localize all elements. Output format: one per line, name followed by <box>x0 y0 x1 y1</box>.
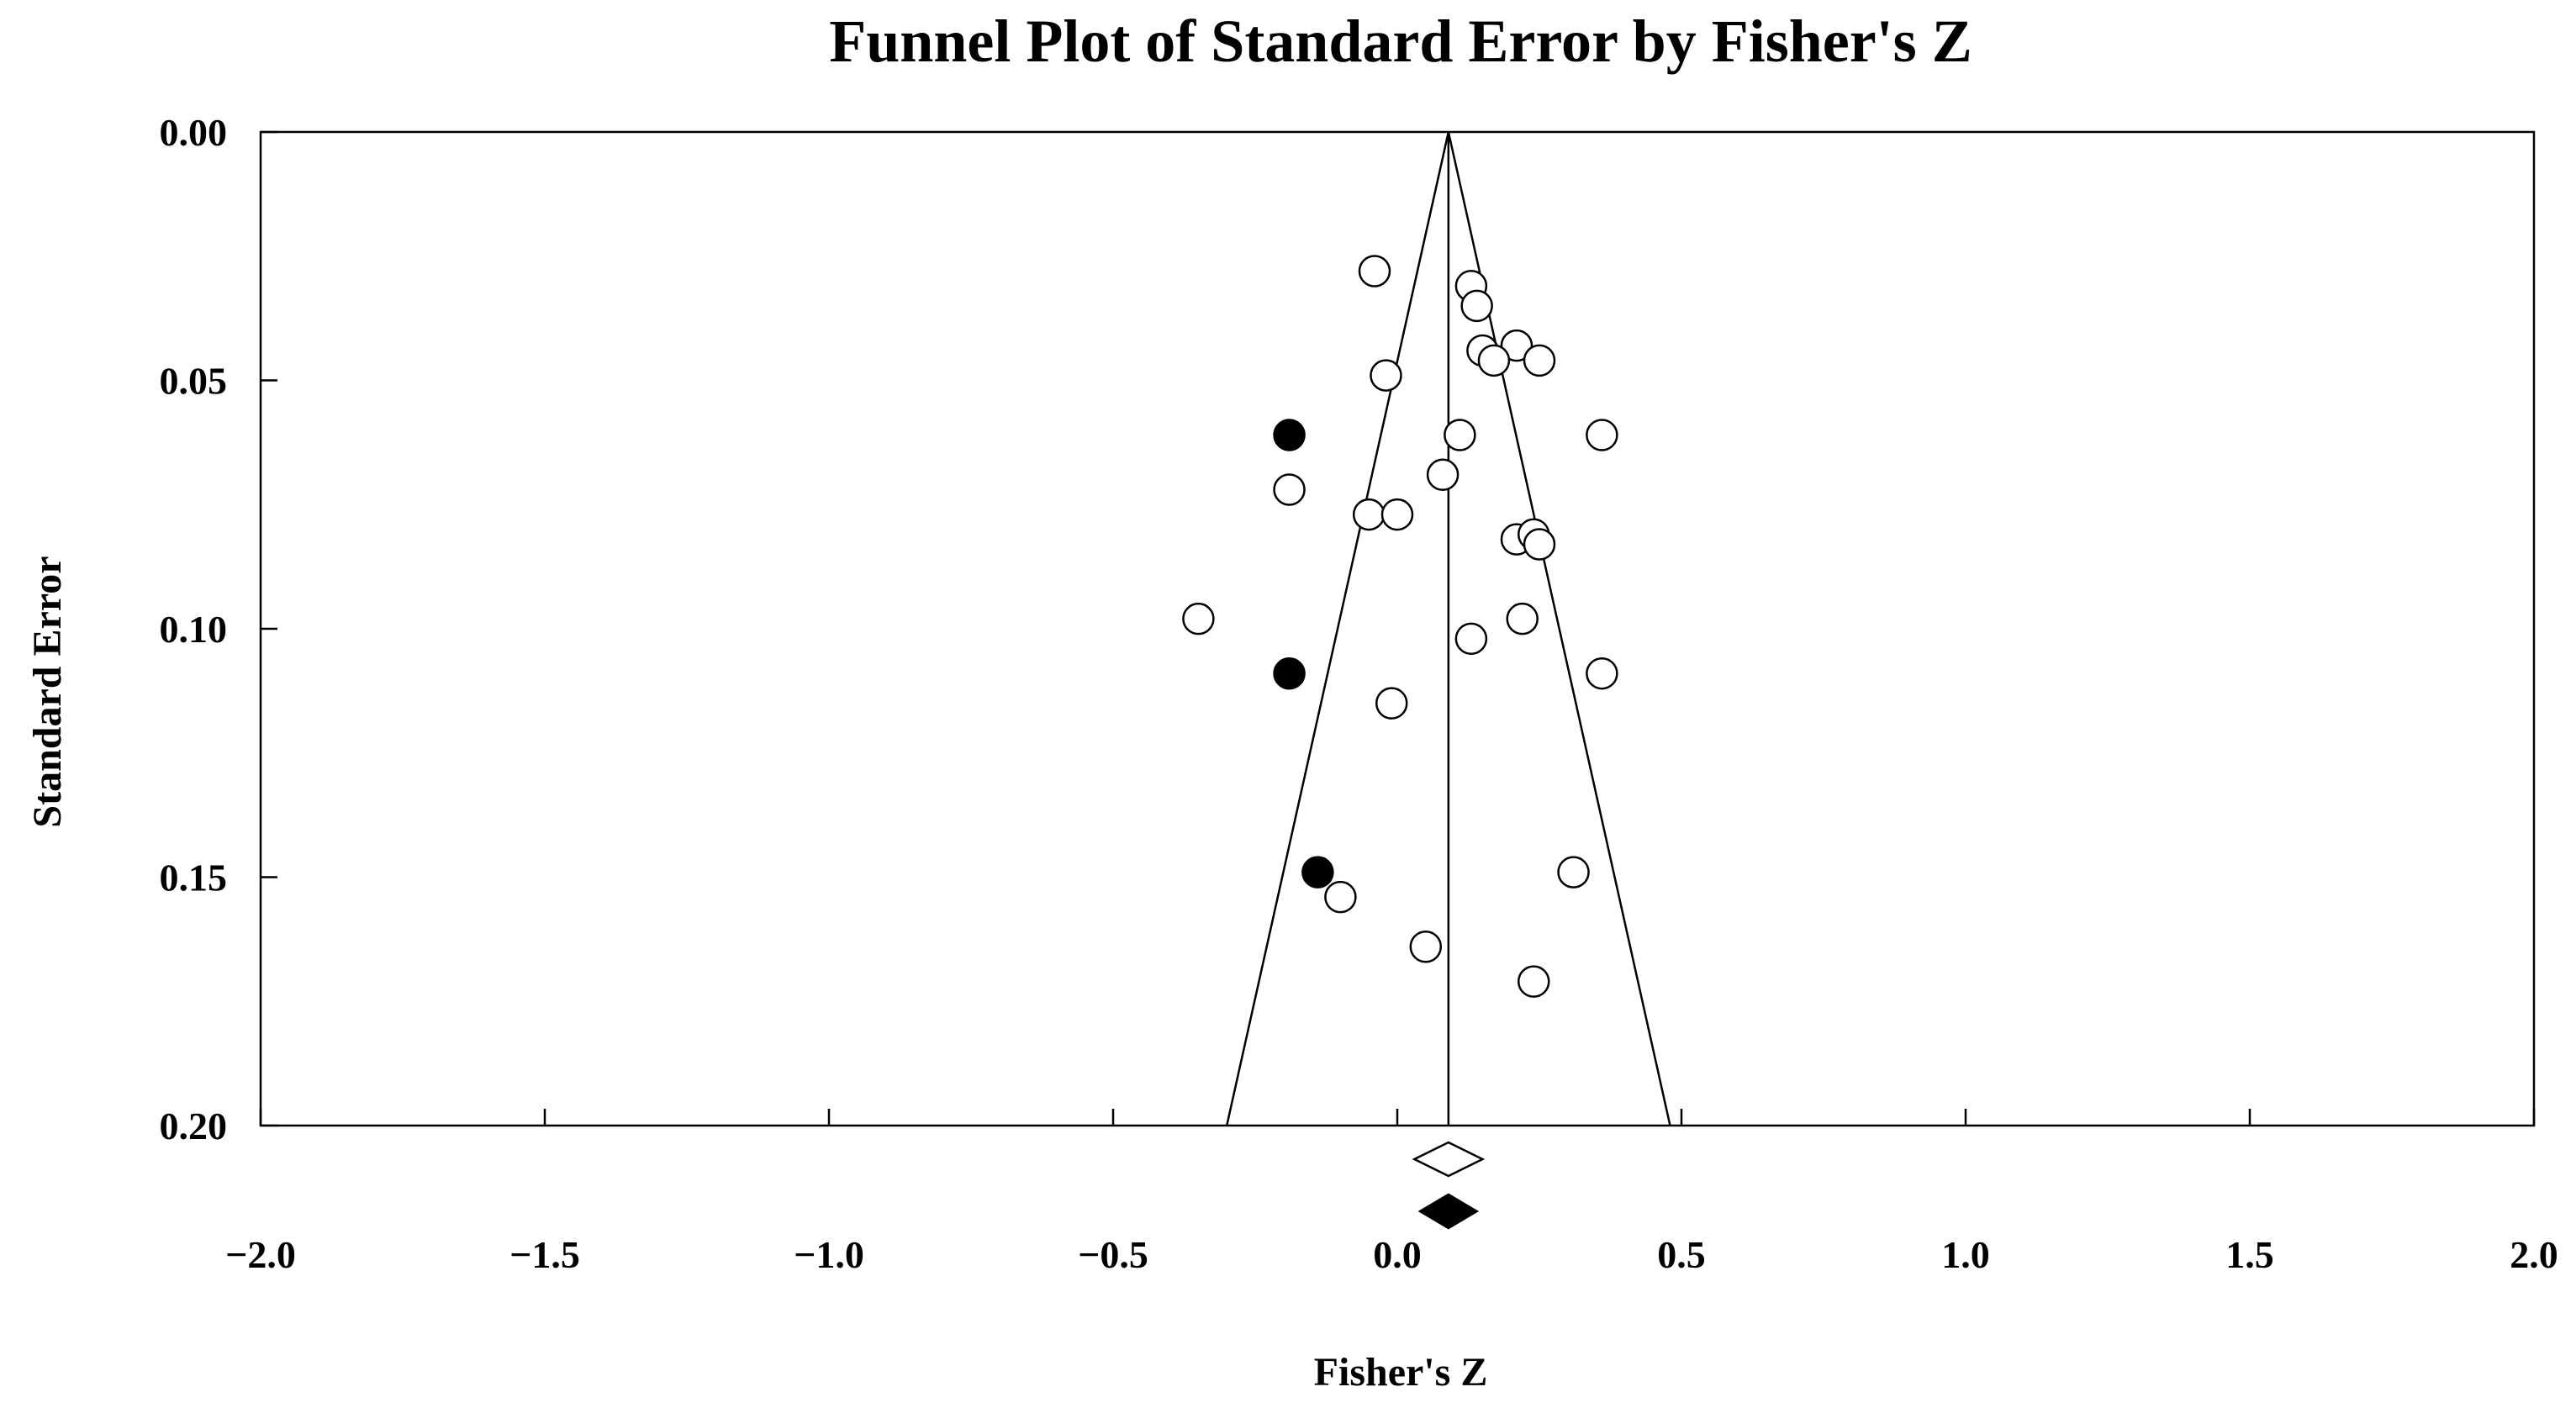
adjusted-summary-diamond <box>1417 1193 1480 1230</box>
imputed-study-point <box>1301 856 1334 889</box>
chart-title: Funnel Plot of Standard Error by Fisher'… <box>829 8 1972 75</box>
study-point <box>1352 498 1386 531</box>
x-tick-label: 1.0 <box>1941 1233 1990 1276</box>
study-point <box>1523 528 1556 561</box>
y-axis-title: Standard Error <box>25 556 70 827</box>
study-point <box>1557 856 1590 889</box>
study-point <box>1477 344 1511 377</box>
study-point <box>1409 930 1443 963</box>
y-tick-label: 0.15 <box>160 857 228 899</box>
study-point <box>1500 329 1533 362</box>
study-point <box>1506 602 1539 635</box>
study-point <box>1426 458 1460 492</box>
study-point <box>1358 255 1391 287</box>
x-tick-label: 1.5 <box>2225 1233 2274 1276</box>
x-tick-label: −1.0 <box>794 1233 864 1276</box>
study-point <box>1454 622 1488 656</box>
study-point <box>1370 359 1402 392</box>
study-point <box>1380 498 1414 531</box>
study-point <box>1324 880 1357 914</box>
x-tick-label: −0.5 <box>1078 1233 1148 1276</box>
y-tick-label: 0.10 <box>160 608 228 651</box>
imputed-study-point <box>1273 419 1306 451</box>
study-point <box>1586 419 1618 451</box>
plot-area: −2.0 −1.5 −1.0 −0.5 0.0 0.5 1.0 1.5 2.0 0.00 0.05 0… <box>160 111 2558 1276</box>
y-tick-label: 0.20 <box>160 1105 228 1147</box>
y-tick-label: 0.00 <box>160 111 228 154</box>
y-tick-label: 0.05 <box>160 360 228 403</box>
x-tick-label: −1.5 <box>509 1233 580 1276</box>
funnel-left-line <box>1225 131 1450 1126</box>
study-point <box>1460 289 1493 323</box>
study-point <box>1273 473 1306 506</box>
imputed-study-point <box>1273 657 1306 690</box>
study-point <box>1182 602 1215 635</box>
x-tick-label: 2.0 <box>2510 1233 2558 1276</box>
study-point <box>1586 657 1618 690</box>
observed-summary-diamond <box>1412 1141 1486 1178</box>
x-tick-label: −2.0 <box>225 1233 296 1276</box>
study-point <box>1523 344 1556 377</box>
study-point <box>1444 419 1476 451</box>
x-tick-label: 0.5 <box>1657 1233 1706 1276</box>
x-axis-title: Fisher's Z <box>1314 1350 1488 1395</box>
x-tick-label: 0.0 <box>1373 1233 1422 1276</box>
study-point <box>1375 687 1408 720</box>
plot-frame <box>259 130 2536 1127</box>
study-point <box>1517 965 1550 998</box>
